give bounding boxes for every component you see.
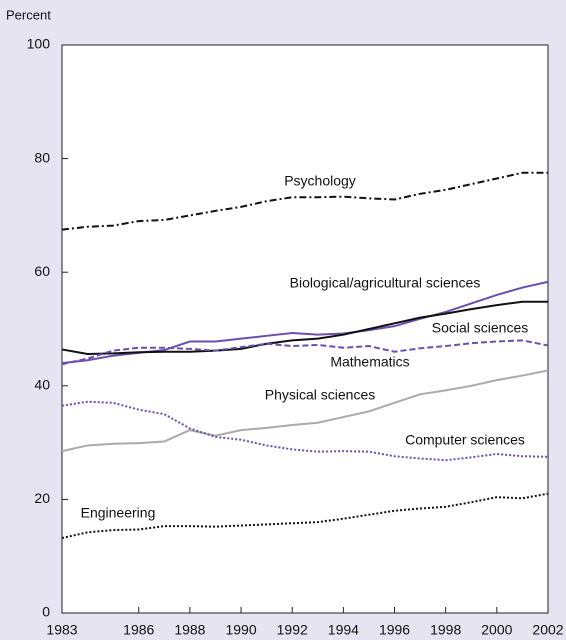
x-tick-label: 1988 [174,622,205,638]
x-tick-label: 1986 [123,622,154,638]
plot-area [61,44,549,614]
y-tick-label: 40 [34,377,50,393]
y-axis-label: Percent [6,7,51,22]
x-tick-label: 1996 [379,622,410,638]
series-line [61,300,548,355]
series-label: Psychology [284,173,356,189]
y-tick-label: 80 [34,149,50,165]
y-tick-label: 0 [42,604,50,620]
x-tick-label: 1983 [46,622,77,638]
series-line [61,171,548,231]
y-tick-label: 60 [34,263,50,279]
series-line [61,339,549,366]
x-tick-label: 1998 [430,622,461,638]
y-tick-label: 20 [34,490,50,506]
series-label: Mathematics [330,354,409,370]
series-line [61,400,549,462]
series-label: Social sciences [432,320,529,336]
series-line [61,492,549,540]
x-tick-label: 1994 [328,622,359,638]
x-tick-label: 2000 [481,622,512,638]
series-line [61,369,549,453]
x-tick-label: 2002 [532,622,563,638]
x-tick-label: 1990 [225,622,256,638]
series-label: Computer sciences [405,432,525,448]
series-label: Biological/agricultural sciences [290,275,481,291]
y-tick-label: 100 [27,36,51,52]
series-label: Engineering [81,505,156,521]
x-tick-label: 1992 [277,622,308,638]
series-label: Physical sciences [265,387,376,403]
